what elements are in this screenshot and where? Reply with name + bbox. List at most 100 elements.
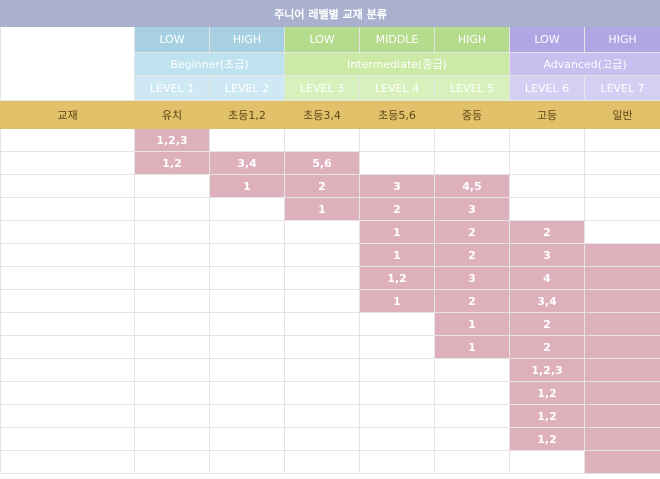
empty-cell — [359, 335, 435, 359]
level-cell: 2 — [509, 220, 585, 244]
book-name: Let's go 1~6 — [0, 151, 135, 175]
empty-cell — [284, 404, 360, 428]
level-cell — [583, 450, 660, 474]
empty-cell — [284, 335, 360, 359]
empty-cell — [209, 197, 285, 221]
empty-cell — [434, 427, 510, 451]
empty-cell — [134, 381, 210, 405]
empty-cell — [134, 174, 210, 198]
level-cell: 2 — [434, 289, 510, 313]
level-cell: 1,2,3 — [134, 128, 210, 152]
book-name: Active phonics 1,2,3 — [0, 128, 135, 152]
table-row: Interchange(1~3) 1,2,3 — [0, 358, 660, 382]
empty-cell — [583, 174, 660, 198]
subband-label: LOW — [284, 26, 360, 53]
empty-cell — [509, 128, 585, 152]
subband-label: MIDDLE — [359, 26, 435, 53]
empty-cell — [583, 128, 660, 152]
empty-cell — [359, 358, 435, 382]
level-label: LEVEL 7 — [583, 75, 660, 101]
book-name: Talk,Talk,Talk 1,2 — [0, 335, 135, 359]
grade-header: 유치 — [134, 100, 210, 129]
empty-cell — [284, 266, 360, 290]
level-cell — [583, 358, 660, 382]
table-row: New Children's Talk (1~3) 1 2 3 — [0, 197, 660, 221]
level-cell: 1,2 — [134, 151, 210, 175]
level-cell: 1 — [359, 243, 435, 267]
empty-cell — [284, 427, 360, 451]
empty-cell — [134, 427, 210, 451]
book-name: Side by Side(1~4) — [0, 266, 135, 290]
empty-cell — [134, 335, 210, 359]
level-cell: 1 — [209, 174, 285, 198]
empty-cell — [359, 404, 435, 428]
empty-cell — [209, 312, 285, 336]
empty-cell — [583, 220, 660, 244]
grade-header: 초등5,6 — [359, 100, 435, 129]
table-row: Easy Reading(1~5) 1 2 3 4,5 — [0, 174, 660, 198]
empty-cell — [509, 174, 585, 198]
table-row: Teen's Talk(1~2) 1 2 2 — [0, 220, 660, 244]
level-cell: 1 — [434, 335, 510, 359]
level-cell — [583, 404, 660, 428]
grade-header: 고등 — [509, 100, 585, 129]
empty-cell — [134, 312, 210, 336]
empty-cell — [583, 197, 660, 221]
level-cell: 1 — [434, 312, 510, 336]
empty-cell — [434, 128, 510, 152]
table-row: Express Yourself(1~2) 1,2 — [0, 404, 660, 428]
empty-cell — [359, 151, 435, 175]
book-name: Survival English — [0, 450, 135, 474]
level-cell: 3 — [509, 243, 585, 267]
subband-label: HIGH — [209, 26, 285, 53]
table-row: Talking Talking(1~2) 1 2 — [0, 312, 660, 336]
level-cell: 4,5 — [434, 174, 510, 198]
level-cell: 2 — [359, 197, 435, 221]
empty-cell — [209, 404, 285, 428]
level-cell: 2 — [509, 335, 585, 359]
empty-cell — [134, 197, 210, 221]
level-cell: 3 — [434, 197, 510, 221]
table-row: Exploring English(1~4) 1 2 3,4 — [0, 289, 660, 313]
level-label: LEVEL 6 — [509, 75, 585, 101]
book-name: Exploring English(1~4) — [0, 289, 135, 313]
level-cell: 1,2 — [359, 266, 435, 290]
table-row: Active phonics 1,2,3 1,2,3 — [0, 128, 660, 152]
empty-cell — [209, 335, 285, 359]
empty-cell — [209, 358, 285, 382]
book-name: Teen's Talk(1~2) — [0, 220, 135, 244]
empty-cell — [209, 381, 285, 405]
empty-cell — [284, 450, 360, 474]
level-cell: 1 — [359, 220, 435, 244]
level-label: LEVEL 4 — [359, 75, 435, 101]
empty-cell — [134, 404, 210, 428]
level-cell — [583, 381, 660, 405]
book-name: Can You Believe it(1~3) — [0, 243, 135, 267]
empty-cell — [434, 450, 510, 474]
book-name: New Children's Talk (1~3) — [0, 197, 135, 221]
level-label: LEVEL 2 — [209, 75, 285, 101]
level-cell: 1,2,3 — [509, 358, 585, 382]
book-name: Talking Talking(1~2) — [0, 312, 135, 336]
level-cell — [583, 312, 660, 336]
empty-cell — [359, 128, 435, 152]
grade-header: 초등3,4 — [284, 100, 360, 129]
empty-cell — [284, 312, 360, 336]
subband-label: HIGH — [583, 26, 660, 53]
empty-cell — [284, 381, 360, 405]
level-cell: 1 — [359, 289, 435, 313]
grade-header: 초등1,2 — [209, 100, 285, 129]
level-cell: 5,6 — [284, 151, 360, 175]
group-intermediate: Intermediate(중급) — [284, 52, 510, 76]
empty-cell — [134, 289, 210, 313]
level-cell — [583, 289, 660, 313]
book-name: Let's Talk(1~2) — [0, 381, 135, 405]
empty-cell — [284, 243, 360, 267]
level-cell — [583, 243, 660, 267]
empty-cell — [134, 220, 210, 244]
level-cell: 2 — [284, 174, 360, 198]
level-cell: 2 — [509, 312, 585, 336]
level-cell: 1,2 — [509, 404, 585, 428]
table-row: Talk,Talk,Talk 1,2 1 2 — [0, 335, 660, 359]
table-row: Side by Side(1~4) 1,2 3 4 — [0, 266, 660, 290]
